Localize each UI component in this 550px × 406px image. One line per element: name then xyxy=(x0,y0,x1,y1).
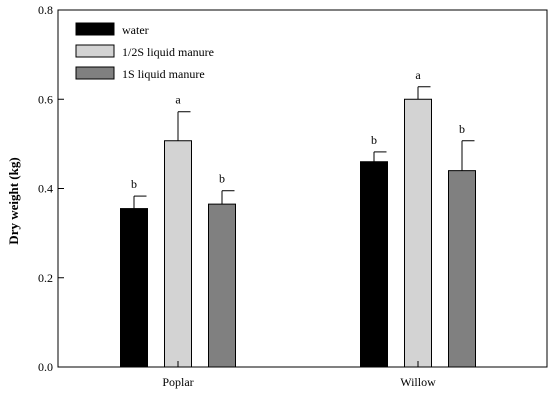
y-axis-title: Dry weight (kg) xyxy=(6,157,21,244)
legend-label: 1S liquid manure xyxy=(122,67,205,81)
legend-swatch xyxy=(75,44,115,58)
x-tick-label: Poplar xyxy=(162,375,193,389)
significance-label: b xyxy=(459,122,465,136)
significance-label: a xyxy=(415,68,421,82)
y-tick-label: 0.8 xyxy=(38,3,53,17)
significance-label: b xyxy=(219,172,225,186)
significance-label: b xyxy=(131,177,137,191)
bar-poplar-series-0 xyxy=(120,208,148,368)
legend: water 1/2S liquid manure 1S liquid manure xyxy=(75,22,214,81)
bar-willow-series-1 xyxy=(404,98,432,368)
legend-swatch xyxy=(75,66,115,80)
x-axis-labels: Poplar Willow xyxy=(162,361,436,389)
y-tick-label: 0.2 xyxy=(38,271,53,285)
significance-label: a xyxy=(175,93,181,107)
legend-label: water xyxy=(122,23,149,37)
legend-label: 1/2S liquid manure xyxy=(122,45,214,59)
y-tick-label: 0.0 xyxy=(38,360,53,374)
bar-poplar-series-1 xyxy=(164,140,192,368)
y-axis-ticks: 0.0 0.2 0.4 0.6 0.8 xyxy=(38,3,64,374)
y-axis-title-group: Dry weight (kg) xyxy=(6,157,21,244)
legend-swatch xyxy=(75,22,115,36)
x-tick-label: Willow xyxy=(400,375,436,389)
bar-willow-series-2 xyxy=(448,170,476,368)
significance-label: b xyxy=(371,133,377,147)
bar-poplar-series-2 xyxy=(208,203,236,368)
bar-willow-series-0 xyxy=(360,161,388,368)
y-tick-label: 0.4 xyxy=(38,182,53,196)
y-tick-label: 0.6 xyxy=(38,92,53,106)
bars-group: b a b b a b xyxy=(120,68,476,368)
